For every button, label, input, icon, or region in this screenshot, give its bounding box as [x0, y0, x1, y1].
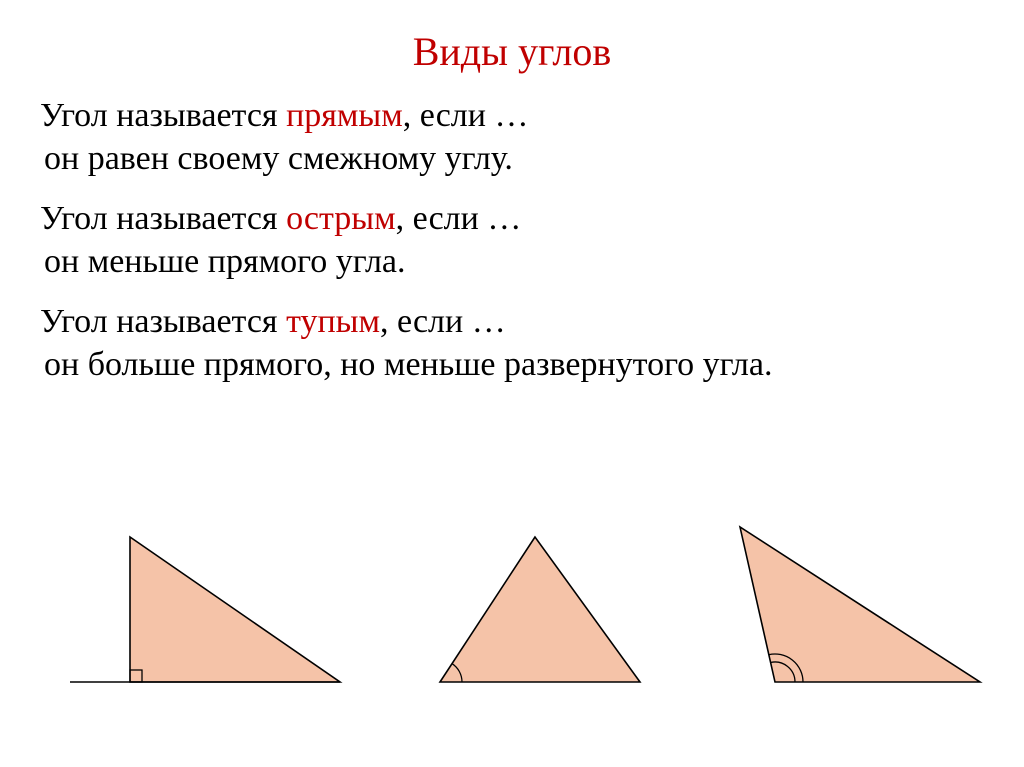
- def-suffix: , если …: [403, 97, 529, 134]
- def-suffix: , если …: [396, 200, 522, 237]
- def-prefix: Угол называется: [40, 97, 286, 134]
- obtuse-angle-triangle-icon: [680, 507, 1000, 707]
- definition-line1: Угол называется острым, если …: [40, 198, 984, 241]
- definition-line2: он меньше прямого угла.: [40, 241, 984, 284]
- def-keyword-right: прямым: [286, 97, 403, 134]
- page-title: Виды углов: [40, 28, 984, 75]
- slide-page: Виды углов Угол называется прямым, если …: [0, 0, 1024, 767]
- definition-line1: Угол называется прямым, если …: [40, 95, 984, 138]
- definition-acute: Угол называется острым, если … он меньше…: [40, 198, 984, 283]
- definition-line2: он равен своему смежному углу.: [40, 138, 984, 181]
- right-angle-triangle-icon: [40, 507, 360, 707]
- definition-line1: Угол называется тупым, если …: [40, 301, 984, 344]
- definition-line2: он больше прямого, но меньше развернутог…: [40, 344, 984, 387]
- def-suffix: , если …: [380, 303, 506, 340]
- def-keyword-obtuse: тупым: [286, 303, 380, 340]
- def-prefix: Угол называется: [40, 303, 286, 340]
- definitions-block: Угол называется прямым, если … он равен …: [40, 95, 984, 386]
- def-prefix: Угол называется: [40, 200, 286, 237]
- acute-angle-triangle-icon: [400, 507, 680, 707]
- triangles-diagram: [0, 507, 1024, 727]
- definition-obtuse: Угол называется тупым, если … он больше …: [40, 301, 984, 386]
- definition-right: Угол называется прямым, если … он равен …: [40, 95, 984, 180]
- def-keyword-acute: острым: [286, 200, 396, 237]
